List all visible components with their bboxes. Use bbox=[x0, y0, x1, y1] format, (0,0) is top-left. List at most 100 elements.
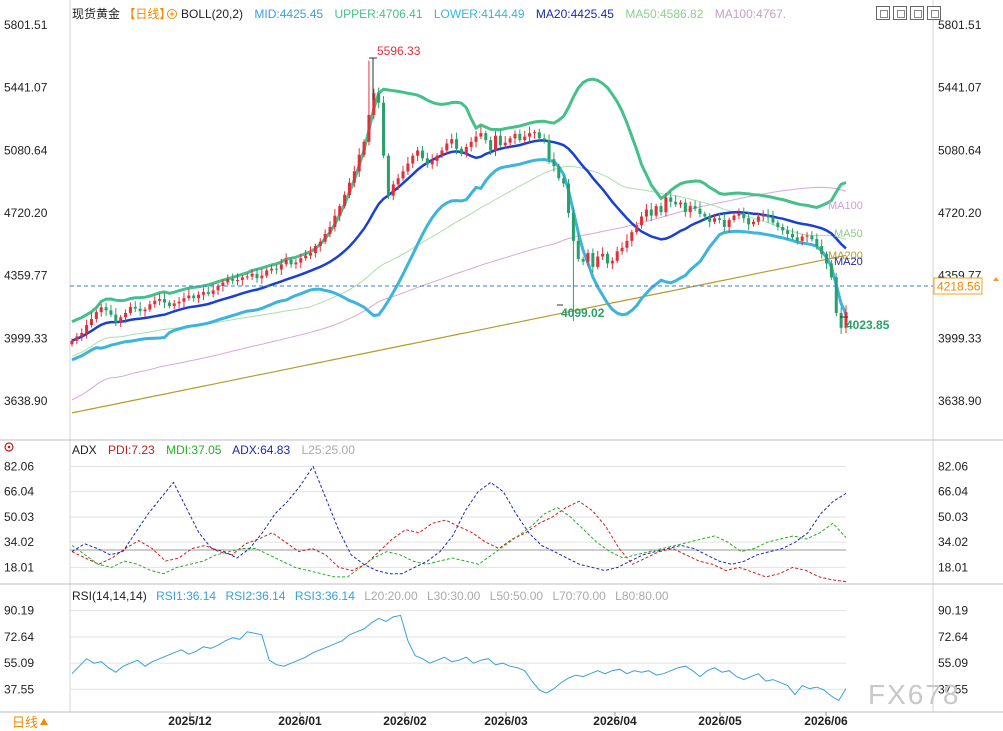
candle-body bbox=[167, 302, 171, 307]
candle-body bbox=[401, 171, 405, 179]
candle-body bbox=[333, 215, 337, 227]
price-tick-left: 5801.51 bbox=[4, 18, 48, 32]
candle-body bbox=[644, 209, 648, 217]
candle-body bbox=[708, 216, 712, 222]
price-axis-left: 5801.51 5441.07 5080.64 4720.20 4359.77 3999.… bbox=[4, 18, 48, 408]
candle-body bbox=[406, 163, 410, 172]
candle-body bbox=[153, 300, 157, 305]
candle-body bbox=[99, 307, 103, 313]
candle-body bbox=[328, 226, 332, 234]
candle-body bbox=[532, 132, 536, 134]
candle-body bbox=[713, 218, 717, 222]
candle-body bbox=[357, 154, 361, 172]
candle-body bbox=[766, 214, 770, 218]
price-tick-right: 5441.07 bbox=[938, 81, 982, 95]
panel-tick-left: 66.04 bbox=[4, 485, 34, 499]
crosshair-icon[interactable] bbox=[893, 6, 907, 20]
adx-pdi-line bbox=[71, 500, 847, 583]
candle-body bbox=[455, 139, 459, 149]
candle-body bbox=[289, 259, 293, 265]
candle-body bbox=[182, 298, 186, 302]
x-tick-label: 2026/06 bbox=[804, 714, 848, 728]
time-axis: 2025/12 2026/01 2026/02 2026/03 2026/04 2026/… bbox=[168, 712, 848, 728]
candle-body bbox=[284, 259, 288, 265]
period-dropdown-icon[interactable] bbox=[40, 718, 48, 725]
candle-body bbox=[649, 209, 653, 216]
candle-body bbox=[776, 222, 780, 227]
fullscreen-icon[interactable] bbox=[876, 6, 890, 20]
candle-body bbox=[323, 233, 327, 242]
candle-body bbox=[377, 93, 381, 103]
candle-body bbox=[562, 178, 566, 184]
candle-body bbox=[177, 301, 181, 304]
candle-body bbox=[805, 235, 809, 237]
adx-gridlines bbox=[70, 466, 846, 568]
rsi-gridlines bbox=[70, 610, 846, 690]
candle-body bbox=[425, 158, 429, 165]
adx-axis-right: 82.06 66.04 50.03 34.02 18.01 bbox=[938, 460, 968, 575]
x-tick-label: 2026/02 bbox=[383, 714, 427, 728]
candle-body bbox=[518, 133, 522, 141]
candle-body bbox=[508, 138, 512, 143]
candle-body bbox=[270, 268, 274, 271]
rsi-line bbox=[71, 614, 847, 702]
candle-body bbox=[226, 279, 230, 283]
candle-body bbox=[747, 218, 751, 225]
candle-body bbox=[162, 299, 166, 303]
candle-body bbox=[605, 253, 609, 264]
candle-body bbox=[231, 279, 235, 281]
candle-body bbox=[829, 263, 833, 278]
period-selector[interactable]: 日线 bbox=[12, 715, 38, 730]
candle-body bbox=[683, 202, 687, 213]
candle-body bbox=[498, 135, 502, 146]
x-tick-label: 2025/12 bbox=[168, 714, 212, 728]
price-tick-right: 4720.20 bbox=[938, 206, 982, 220]
candle-body bbox=[727, 220, 731, 227]
chart-toolbar bbox=[876, 6, 941, 20]
candle-body bbox=[489, 140, 493, 151]
candle-body bbox=[576, 240, 580, 260]
ma100-end-label: MA100 bbox=[828, 200, 863, 212]
candle-body bbox=[795, 237, 799, 241]
candle-body bbox=[391, 184, 395, 196]
x-tick-label: 2026/01 bbox=[278, 714, 322, 728]
settings-icon[interactable] bbox=[927, 6, 941, 20]
panel-tick-right: 90.19 bbox=[938, 604, 968, 618]
candle-body bbox=[138, 308, 142, 312]
add-indicator-icon[interactable] bbox=[167, 9, 177, 19]
legend-header: 现货黄金 【日线】 bbox=[72, 6, 171, 21]
adx-value: ADX:64.83 bbox=[232, 443, 290, 457]
candle-body bbox=[552, 159, 556, 167]
zoom-icon[interactable] bbox=[910, 6, 924, 20]
candle-body bbox=[85, 325, 89, 333]
candle-body bbox=[172, 303, 176, 307]
l30-value: L30:30.00 bbox=[427, 589, 481, 603]
candle-body bbox=[70, 340, 74, 345]
candle-body bbox=[192, 295, 196, 299]
adx-legend: ADX PDI:7.23 MDI:37.05 ADX:64.83 L25:25.… bbox=[72, 443, 355, 457]
candle-body bbox=[586, 253, 590, 262]
candle-body bbox=[158, 299, 162, 301]
price-tick-right: 5080.64 bbox=[938, 143, 982, 157]
price-alert-icon[interactable] bbox=[993, 277, 999, 281]
panel-tick-right: 66.04 bbox=[938, 485, 968, 499]
candle-body bbox=[513, 133, 517, 139]
panel-tick-right: 34.02 bbox=[938, 535, 968, 549]
candle-body bbox=[75, 336, 79, 341]
candle-body bbox=[571, 213, 575, 241]
candle-body bbox=[737, 213, 741, 216]
candle-body bbox=[761, 214, 765, 217]
candle-body bbox=[537, 132, 541, 139]
adx-settings-icon[interactable] bbox=[4, 442, 14, 452]
ma50-value: MA50:4586.82 bbox=[625, 7, 703, 21]
candle-body bbox=[416, 150, 420, 156]
low2-annotation: 4023.85 bbox=[846, 318, 890, 332]
rsi-axis-left: 90.19 72.64 55.09 37.55 bbox=[4, 604, 34, 697]
price-tick-right: 5801.51 bbox=[938, 18, 982, 32]
boll-title: BOLL(20,2) bbox=[181, 7, 243, 21]
panel-tick-left: 37.55 bbox=[4, 682, 34, 696]
candle-body bbox=[479, 133, 483, 137]
boll-mid-value: MID:4425.45 bbox=[254, 7, 323, 21]
candle-body bbox=[698, 208, 702, 214]
